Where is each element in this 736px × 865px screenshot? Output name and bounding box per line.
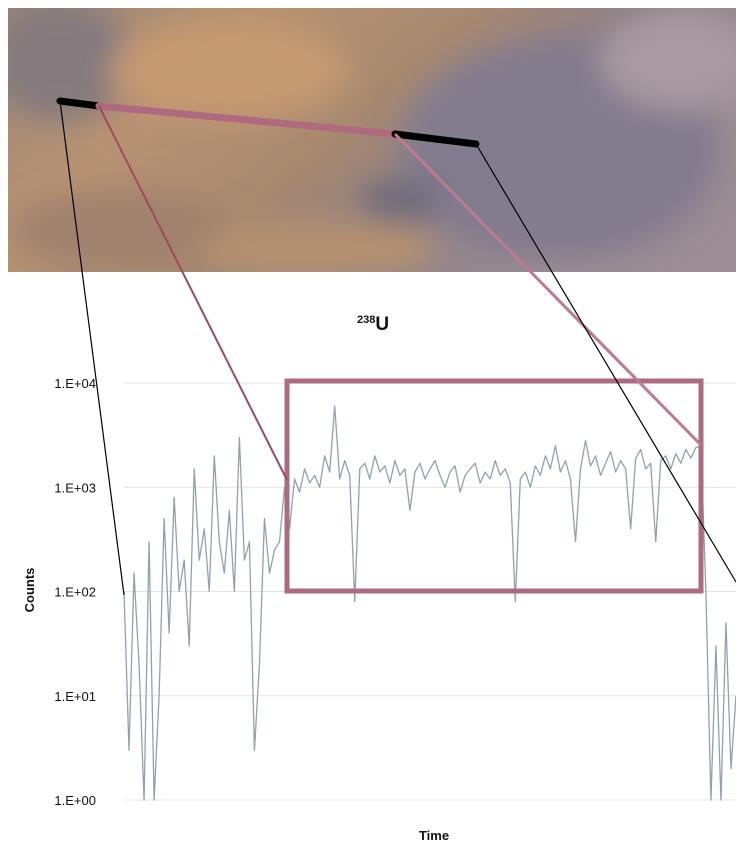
y-tick-label: 1.E+04 [54, 376, 96, 391]
x-axis-label: Time [419, 828, 449, 843]
y-axis-label: Counts [22, 568, 37, 613]
y-tick-label: 1.E+00 [54, 793, 96, 808]
y-tick-label: 1.E+02 [54, 585, 96, 600]
zoom-box [287, 381, 701, 591]
y-tick-label: 1.E+03 [54, 480, 96, 495]
sample-photo [0, 0, 736, 280]
plot-area [124, 406, 736, 800]
data-line [124, 406, 736, 800]
title-element: U [375, 314, 389, 335]
chart-title: 238U [357, 314, 389, 335]
y-tick-label: 1.E+01 [54, 689, 96, 704]
figure: 1.E+00 1.E+01 1.E+02 1.E+03 1.E+04 238U Coun… [0, 0, 736, 860]
title-superscript: 238 [357, 314, 375, 326]
